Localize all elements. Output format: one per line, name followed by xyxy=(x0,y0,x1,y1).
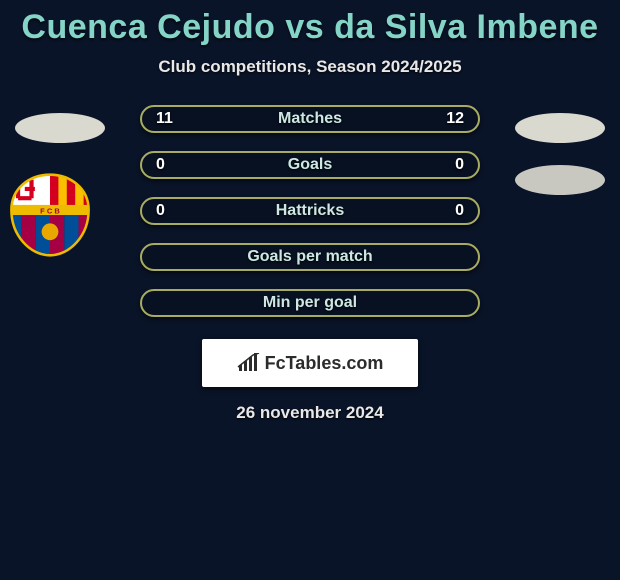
stat-label: Goals xyxy=(142,156,478,174)
stat-label: Min per goal xyxy=(142,294,478,312)
stat-row-matches: 11 Matches 12 xyxy=(140,105,480,133)
stat-left-value: 0 xyxy=(156,202,165,220)
stat-row-mpg: Min per goal xyxy=(140,289,480,317)
stat-row-hattricks: 0 Hattricks 0 xyxy=(140,197,480,225)
stat-left-value: 0 xyxy=(156,156,165,174)
stat-left-value: 11 xyxy=(156,110,173,128)
page-title: Cuenca Cejudo vs da Silva Imbene xyxy=(0,8,620,47)
stat-row-goals: 0 Goals 0 xyxy=(140,151,480,179)
stats-area: F C B 11 Matches 12 0 xyxy=(0,105,620,423)
player-right-badge xyxy=(515,113,605,143)
player-right-badge-2 xyxy=(515,165,605,195)
stat-label: Matches xyxy=(142,110,478,128)
stat-label: Goals per match xyxy=(142,248,478,266)
player-left-badge xyxy=(15,113,105,143)
footer-brand-text: FcTables.com xyxy=(265,353,384,374)
club-crest-icon: F C B xyxy=(8,173,92,257)
stat-right-value: 12 xyxy=(446,110,464,128)
stat-row-gpm: Goals per match xyxy=(140,243,480,271)
footer-brand-box: FcTables.com xyxy=(202,339,418,387)
subtitle: Club competitions, Season 2024/2025 xyxy=(0,57,620,77)
stat-label: Hattricks xyxy=(142,202,478,220)
bar-chart-icon xyxy=(237,353,261,373)
stat-rows: 11 Matches 12 0 Goals 0 0 Hattricks 0 Go… xyxy=(140,105,480,317)
stat-right-value: 0 xyxy=(455,156,464,174)
stat-right-value: 0 xyxy=(455,202,464,220)
date-text: 26 november 2024 xyxy=(0,403,620,423)
svg-text:F C B: F C B xyxy=(40,206,60,215)
